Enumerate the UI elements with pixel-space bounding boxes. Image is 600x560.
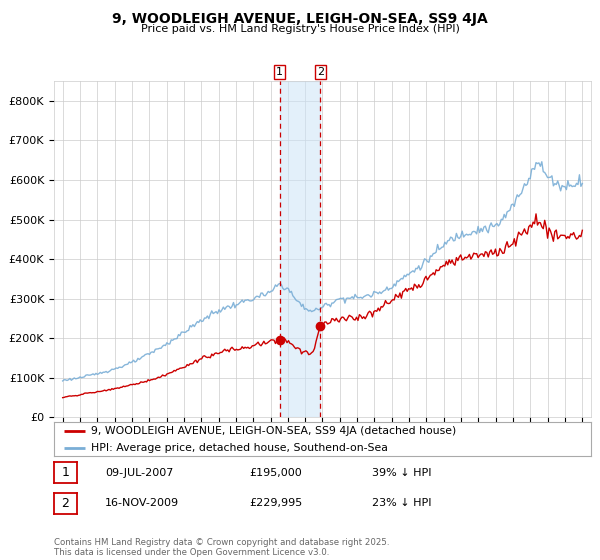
Text: Price paid vs. HM Land Registry's House Price Index (HPI): Price paid vs. HM Land Registry's House … [140,24,460,34]
Text: 1: 1 [276,67,283,77]
Text: 16-NOV-2009: 16-NOV-2009 [105,498,179,508]
Text: 09-JUL-2007: 09-JUL-2007 [105,468,173,478]
Text: 2: 2 [317,67,324,77]
Text: 1: 1 [61,466,70,479]
Bar [280,81,320,417]
Text: 2: 2 [61,497,70,510]
Text: 39% ↓ HPI: 39% ↓ HPI [372,468,431,478]
Text: 23% ↓ HPI: 23% ↓ HPI [372,498,431,508]
Text: Contains HM Land Registry data © Crown copyright and database right 2025.
This d: Contains HM Land Registry data © Crown c… [54,538,389,557]
Text: £229,995: £229,995 [249,498,302,508]
Text: 9, WOODLEIGH AVENUE, LEIGH-ON-SEA, SS9 4JA: 9, WOODLEIGH AVENUE, LEIGH-ON-SEA, SS9 4… [112,12,488,26]
Text: HPI: Average price, detached house, Southend-on-Sea: HPI: Average price, detached house, Sout… [91,443,388,452]
Text: 9, WOODLEIGH AVENUE, LEIGH-ON-SEA, SS9 4JA (detached house): 9, WOODLEIGH AVENUE, LEIGH-ON-SEA, SS9 4… [91,426,456,436]
Text: £195,000: £195,000 [249,468,302,478]
